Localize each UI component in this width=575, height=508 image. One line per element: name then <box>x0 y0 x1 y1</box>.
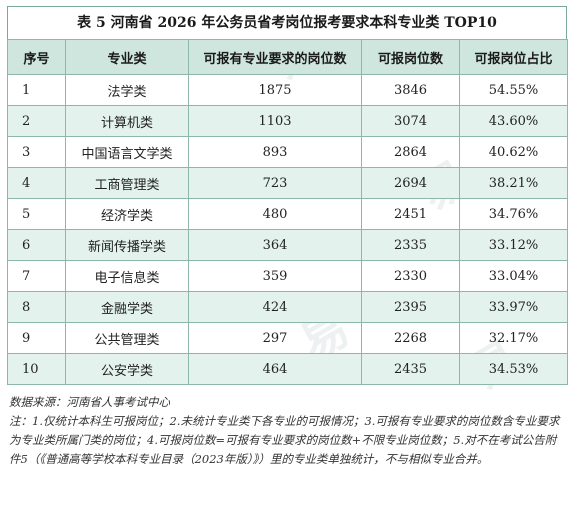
cell-major: 电子信息类 <box>65 260 189 292</box>
cell-total: 3846 <box>361 74 460 106</box>
table-row: 1 法学类 1875 3846 54.55% <box>7 74 568 106</box>
cell-req: 464 <box>188 353 362 385</box>
header-ratio: 可报岗位占比 <box>459 39 568 75</box>
header-total: 可报岗位数 <box>361 39 460 75</box>
cell-major: 公安学类 <box>65 353 189 385</box>
cell-no: 4 <box>7 167 66 199</box>
cell-req: 364 <box>188 229 362 261</box>
cell-total: 2335 <box>361 229 460 261</box>
table-row: 7 电子信息类 359 2330 33.04% <box>7 260 568 292</box>
cell-req: 297 <box>188 322 362 354</box>
table-title: 表 5 河南省 2026 年公务员省考岗位报考要求本科专业类 TOP10 <box>7 6 567 39</box>
cell-no: 2 <box>7 105 66 137</box>
cell-no: 5 <box>7 198 66 230</box>
cell-req: 480 <box>188 198 362 230</box>
cell-total: 2330 <box>361 260 460 292</box>
header-major: 专业类 <box>65 39 189 75</box>
cell-no: 7 <box>7 260 66 292</box>
table-row: 2 计算机类 1103 3074 43.60% <box>7 105 568 137</box>
cell-total: 2268 <box>361 322 460 354</box>
cell-ratio: 38.21% <box>459 167 568 199</box>
cell-major: 中国语言文学类 <box>65 136 189 168</box>
cell-ratio: 34.76% <box>459 198 568 230</box>
cell-major: 金融学类 <box>65 291 189 323</box>
cell-ratio: 54.55% <box>459 74 568 106</box>
header-row: 序号 专业类 可报有专业要求的岗位数 可报岗位数 可报岗位占比 <box>7 39 568 75</box>
table-row: 5 经济学类 480 2451 34.76% <box>7 198 568 230</box>
cell-req: 723 <box>188 167 362 199</box>
cell-req: 1103 <box>188 105 362 137</box>
cell-total: 2451 <box>361 198 460 230</box>
table-row: 4 工商管理类 723 2694 38.21% <box>7 167 568 199</box>
header-req: 可报有专业要求的岗位数 <box>188 39 362 75</box>
cell-major: 新闻传播学类 <box>65 229 189 261</box>
cell-ratio: 32.17% <box>459 322 568 354</box>
cell-major: 经济学类 <box>65 198 189 230</box>
cell-no: 8 <box>7 291 66 323</box>
cell-total: 3074 <box>361 105 460 137</box>
cell-req: 359 <box>188 260 362 292</box>
cell-no: 9 <box>7 322 66 354</box>
cell-total: 2694 <box>361 167 460 199</box>
data-source: 数据来源：河南省人事考试中心 <box>9 395 170 409</box>
cell-req: 893 <box>188 136 362 168</box>
footnotes: 数据来源：河南省人事考试中心 注：1.仅统计本科生可报岗位；2.未统计专业类下各… <box>7 393 565 469</box>
table-row: 6 新闻传播学类 364 2335 33.12% <box>7 229 568 261</box>
cell-major: 公共管理类 <box>65 322 189 354</box>
cell-ratio: 33.04% <box>459 260 568 292</box>
ranking-table: 序号 专业类 可报有专业要求的岗位数 可报岗位数 可报岗位占比 1 法学类 18… <box>7 39 568 385</box>
table-row: 3 中国语言文学类 893 2864 40.62% <box>7 136 568 168</box>
cell-major: 计算机类 <box>65 105 189 137</box>
cell-no: 10 <box>7 353 66 385</box>
cell-no: 3 <box>7 136 66 168</box>
cell-ratio: 43.60% <box>459 105 568 137</box>
cell-no: 6 <box>7 229 66 261</box>
table-row: 10 公安学类 464 2435 34.53% <box>7 353 568 385</box>
cell-req: 1875 <box>188 74 362 106</box>
cell-ratio: 33.12% <box>459 229 568 261</box>
cell-ratio: 34.53% <box>459 353 568 385</box>
cell-total: 2435 <box>361 353 460 385</box>
cell-ratio: 33.97% <box>459 291 568 323</box>
cell-no: 1 <box>7 74 66 106</box>
cell-total: 2864 <box>361 136 460 168</box>
cell-major: 法学类 <box>65 74 189 106</box>
table-frame: 表 5 河南省 2026 年公务员省考岗位报考要求本科专业类 TOP10 序号 … <box>7 6 568 469</box>
table-row: 8 金融学类 424 2395 33.97% <box>7 291 568 323</box>
cell-ratio: 40.62% <box>459 136 568 168</box>
header-no: 序号 <box>7 39 66 75</box>
cell-req: 424 <box>188 291 362 323</box>
note-text: 注：1.仅统计本科生可报岗位；2.未统计专业类下各专业的可报情况；3.可报有专业… <box>9 414 560 466</box>
cell-major: 工商管理类 <box>65 167 189 199</box>
table-row: 9 公共管理类 297 2268 32.17% <box>7 322 568 354</box>
cell-total: 2395 <box>361 291 460 323</box>
